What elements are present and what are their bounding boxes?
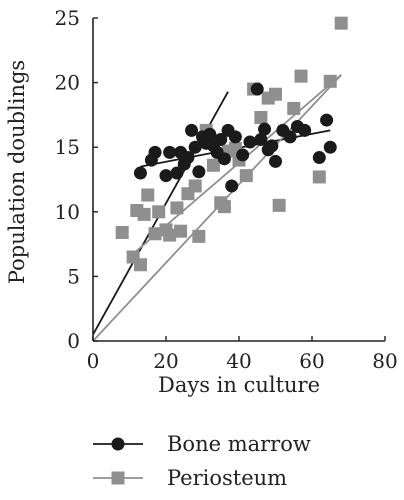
data-point-periosteum [217, 200, 231, 214]
data-point-bone-marrow [214, 132, 228, 146]
x-tick-label: 80 [372, 349, 397, 373]
data-point-bone-marrow [243, 135, 257, 149]
data-point-periosteum [133, 258, 147, 272]
data-point-periosteum [323, 74, 337, 88]
data-point-bone-marrow [258, 122, 272, 136]
x-axis-ticks: 0 20 40 60 80 [87, 336, 398, 373]
data-point-bone-marrow [170, 166, 184, 180]
y-axis-title: Population doublings [5, 60, 29, 284]
legend-marker-bone-marrow [111, 437, 125, 451]
data-point-periosteum [163, 228, 177, 242]
data-point-bone-marrow [133, 166, 147, 180]
data-point-bone-marrow [181, 151, 195, 165]
data-point-bone-marrow [283, 130, 297, 144]
data-point-bone-marrow [192, 165, 206, 179]
data-point-periosteum [174, 224, 188, 238]
data-point-bone-marrow [323, 140, 337, 154]
data-point-periosteum [152, 205, 166, 219]
data-point-periosteum [148, 227, 162, 241]
legend-item-periosteum: Periosteum [93, 466, 287, 490]
data-point-periosteum [141, 188, 155, 202]
data-point-periosteum [334, 16, 348, 30]
legend-marker-periosteum [111, 471, 125, 485]
data-point-bone-marrow [320, 113, 334, 127]
y-tick-label: 15 [55, 135, 80, 159]
data-point-periosteum [272, 198, 286, 212]
y-tick-label: 5 [67, 264, 80, 288]
legend-item-bone-marrow: Bone marrow [93, 432, 311, 456]
legend-label-bone-marrow: Bone marrow [167, 432, 311, 456]
data-point-bone-marrow [148, 145, 162, 159]
x-tick-label: 60 [299, 349, 324, 373]
data-point-bone-marrow [236, 148, 250, 162]
data-point-periosteum [206, 158, 220, 172]
data-point-periosteum [312, 170, 326, 184]
legend-label-periosteum: Periosteum [167, 466, 287, 490]
data-point-bone-marrow [203, 127, 217, 141]
data-point-periosteum [137, 207, 151, 221]
data-point-periosteum [269, 87, 282, 101]
data-point-bone-marrow [225, 179, 239, 193]
data-point-periosteum [287, 101, 301, 115]
data-points [115, 16, 348, 272]
data-point-bone-marrow [269, 154, 282, 168]
data-point-bone-marrow [265, 139, 279, 153]
x-tick-label: 40 [226, 349, 251, 373]
x-tick-label: 20 [153, 349, 178, 373]
y-tick-label: 25 [55, 6, 80, 30]
y-tick-label: 0 [67, 329, 80, 353]
data-point-bone-marrow [254, 132, 268, 146]
y-tick-label: 10 [55, 200, 80, 224]
data-point-periosteum [294, 69, 308, 83]
data-point-periosteum [188, 179, 202, 193]
data-point-periosteum [254, 110, 268, 124]
data-point-bone-marrow [312, 151, 326, 165]
x-tick-label: 0 [87, 349, 100, 373]
data-point-bone-marrow [250, 82, 264, 96]
data-point-bone-marrow [228, 130, 242, 144]
data-point-bone-marrow [159, 169, 173, 183]
data-point-bone-marrow [188, 140, 202, 154]
y-tick-label: 20 [55, 71, 80, 95]
data-point-bone-marrow [298, 123, 312, 137]
x-axis-title: Days in culture [158, 373, 320, 397]
data-point-periosteum [170, 201, 184, 215]
data-point-bone-marrow [217, 152, 231, 166]
data-point-periosteum [192, 229, 206, 243]
data-point-bone-marrow [185, 123, 199, 137]
y-axis-ticks: 0 5 10 15 20 25 [55, 6, 98, 353]
data-point-bone-marrow [163, 145, 177, 159]
data-point-periosteum [239, 169, 253, 183]
data-point-periosteum [115, 225, 129, 239]
legend: Bone marrow Periosteum [93, 432, 311, 490]
